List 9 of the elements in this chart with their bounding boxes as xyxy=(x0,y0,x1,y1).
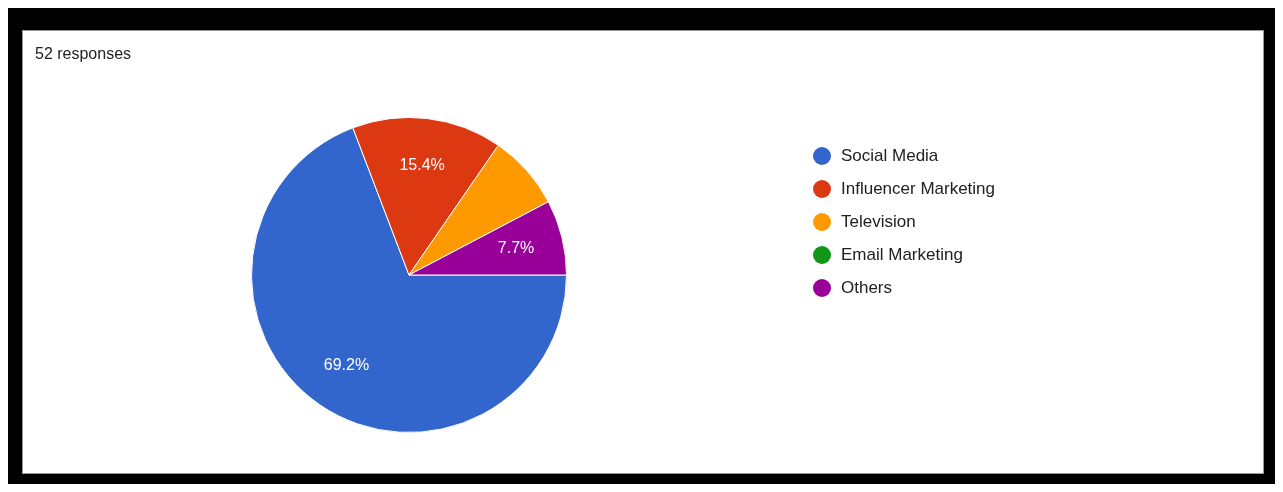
data-label: 69.2% xyxy=(323,356,370,374)
legend-label: Social Media xyxy=(841,145,939,166)
legend-label: Others xyxy=(841,277,893,298)
data-label: 15.4% xyxy=(399,155,445,173)
data-label: 7.7% xyxy=(497,239,535,256)
text: 52 responses xyxy=(35,45,132,63)
legend-label: Email Marketing xyxy=(841,244,963,265)
legend-label: Influencer Marketing xyxy=(841,178,996,199)
legend-label: Television xyxy=(841,211,916,232)
